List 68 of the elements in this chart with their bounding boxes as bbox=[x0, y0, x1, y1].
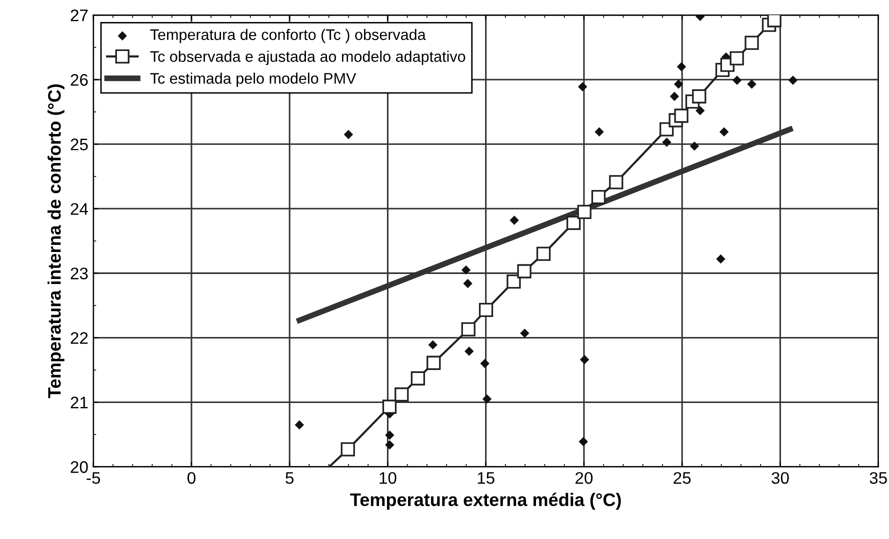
point bbox=[730, 51, 744, 66]
point bbox=[480, 358, 490, 368]
x-tick-label: 10 bbox=[380, 472, 396, 484]
point bbox=[294, 420, 304, 430]
point bbox=[428, 340, 438, 350]
point bbox=[464, 346, 474, 356]
x-tick-label: 15 bbox=[478, 472, 494, 484]
point bbox=[767, 15, 782, 28]
x-tick-label: 30 bbox=[772, 472, 789, 484]
y-tick-label: 21 bbox=[70, 396, 88, 408]
y-tick-label: 22 bbox=[70, 332, 88, 344]
point bbox=[609, 175, 624, 190]
point bbox=[580, 355, 590, 364]
y-tick-label: 27 bbox=[70, 9, 88, 22]
point bbox=[662, 138, 672, 147]
point bbox=[690, 141, 700, 151]
point bbox=[536, 246, 551, 261]
point bbox=[577, 204, 592, 219]
y-tick-label: 26 bbox=[70, 74, 88, 86]
x-tick-label: -5 bbox=[86, 472, 100, 484]
point bbox=[506, 274, 521, 289]
legend-label: Tc observada e ajustada ao modelo adaptativo bbox=[150, 50, 466, 65]
point bbox=[382, 400, 397, 414]
point bbox=[594, 127, 604, 136]
y-axis-title: Temperatura interna de conforto (°C) bbox=[48, 84, 64, 398]
point bbox=[696, 106, 705, 116]
point bbox=[394, 387, 409, 402]
point bbox=[788, 76, 798, 85]
x-tick-label: 5 bbox=[286, 472, 294, 484]
point bbox=[747, 80, 756, 89]
point bbox=[385, 440, 394, 450]
point bbox=[385, 430, 394, 440]
point bbox=[716, 254, 726, 264]
point bbox=[340, 442, 355, 456]
y-tick-label: 24 bbox=[70, 203, 88, 215]
point bbox=[517, 264, 532, 278]
x-tick-label: 0 bbox=[187, 472, 196, 484]
point bbox=[482, 394, 492, 404]
x-tick-label: 35 bbox=[870, 472, 887, 484]
x-axis-title: Temperatura externa média (°C) bbox=[350, 492, 621, 510]
point bbox=[566, 216, 581, 230]
point bbox=[344, 130, 354, 140]
y-tick-label: 25 bbox=[70, 138, 88, 150]
x-tick-label: 25 bbox=[674, 472, 691, 484]
point bbox=[674, 80, 684, 89]
x-tick-label: 20 bbox=[576, 472, 593, 484]
point bbox=[426, 356, 441, 370]
point bbox=[578, 437, 588, 446]
y-tick-label: 23 bbox=[70, 268, 88, 280]
point bbox=[676, 62, 686, 72]
point bbox=[719, 127, 729, 136]
point bbox=[478, 302, 494, 318]
point bbox=[461, 265, 471, 275]
point bbox=[732, 76, 742, 85]
point bbox=[674, 108, 688, 123]
point bbox=[578, 82, 588, 92]
point bbox=[461, 322, 476, 336]
legend-label: Tc estimada pelo modelo PMV bbox=[150, 72, 356, 87]
point bbox=[692, 89, 706, 104]
y-tick-label: 20 bbox=[70, 461, 88, 473]
point bbox=[510, 216, 519, 225]
point bbox=[744, 36, 759, 50]
point bbox=[670, 92, 680, 101]
point bbox=[410, 371, 426, 386]
point bbox=[591, 190, 606, 204]
point bbox=[520, 328, 530, 338]
point bbox=[463, 278, 472, 288]
legend-label: Temperatura de conforto (Tc ) observada bbox=[150, 28, 426, 44]
